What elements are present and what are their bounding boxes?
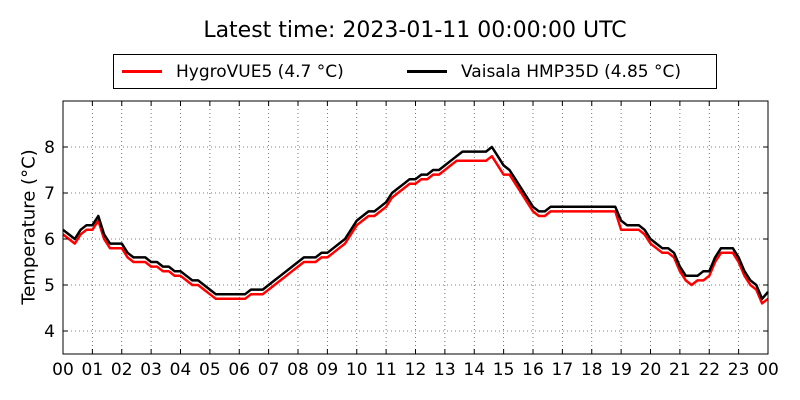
x-tick-label: 03 <box>140 360 162 380</box>
x-tick-label: 15 <box>493 360 515 380</box>
x-tick-label: 18 <box>581 360 603 380</box>
x-tick-label: 10 <box>346 360 368 380</box>
legend-item-vaisala: Vaisala HMP35D (4.85 °C) <box>407 55 681 88</box>
x-tick-label: 00 <box>757 360 779 380</box>
series-layer <box>62 145 769 305</box>
y-tick-label: 8 <box>44 138 55 158</box>
legend-swatch-vaisala <box>407 70 447 73</box>
x-tick-label: 06 <box>228 360 250 380</box>
y-tick-label: 7 <box>44 184 55 204</box>
series-line-hygrovue <box>62 154 769 305</box>
x-tick-label: 22 <box>698 360 720 380</box>
legend-label-hygrovue: HygroVUE5 (4.7 °C) <box>176 61 344 82</box>
x-tick-label: 07 <box>258 360 280 380</box>
x-tick-label: 12 <box>405 360 427 380</box>
x-tick-label: 09 <box>317 360 339 380</box>
x-tick-label: 00 <box>52 360 74 380</box>
y-tick-label: 4 <box>44 322 55 342</box>
y-tick-label: 5 <box>44 276 55 296</box>
x-tick-label: 23 <box>728 360 750 380</box>
y-tick-label: 6 <box>44 230 55 250</box>
legend-label-vaisala: Vaisala HMP35D (4.85 °C) <box>461 61 681 82</box>
x-tick-label: 14 <box>463 360 485 380</box>
x-tick-label: 02 <box>111 360 133 380</box>
x-tick-label: 16 <box>522 360 544 380</box>
chart-legend: HygroVUE5 (4.7 °C) Vaisala HMP35D (4.85 … <box>113 54 717 89</box>
x-tick-label: 20 <box>640 360 662 380</box>
x-tick-label: 05 <box>199 360 221 380</box>
legend-item-hygrovue: HygroVUE5 (4.7 °C) <box>122 55 344 88</box>
legend-swatch-hygrovue <box>122 70 162 73</box>
tick-layer: 00 01 02 03 04 05 06 07 08 09 10 11 12 13 14 15 16 17 18 19… <box>44 101 779 380</box>
x-tick-label: 11 <box>375 360 397 380</box>
x-tick-label: 19 <box>610 360 632 380</box>
grid-layer <box>62 101 769 354</box>
plot-frame <box>62 100 769 355</box>
x-tick-label: 01 <box>82 360 104 380</box>
x-tick-label: 08 <box>287 360 309 380</box>
x-tick-label: 04 <box>170 360 192 380</box>
x-tick-label: 17 <box>552 360 574 380</box>
x-tick-label: 21 <box>669 360 691 380</box>
series-line-vaisala <box>62 145 769 301</box>
chart-title: Latest time: 2023-01-11 00:00:00 UTC <box>203 18 627 43</box>
x-tick-label: 13 <box>434 360 456 380</box>
